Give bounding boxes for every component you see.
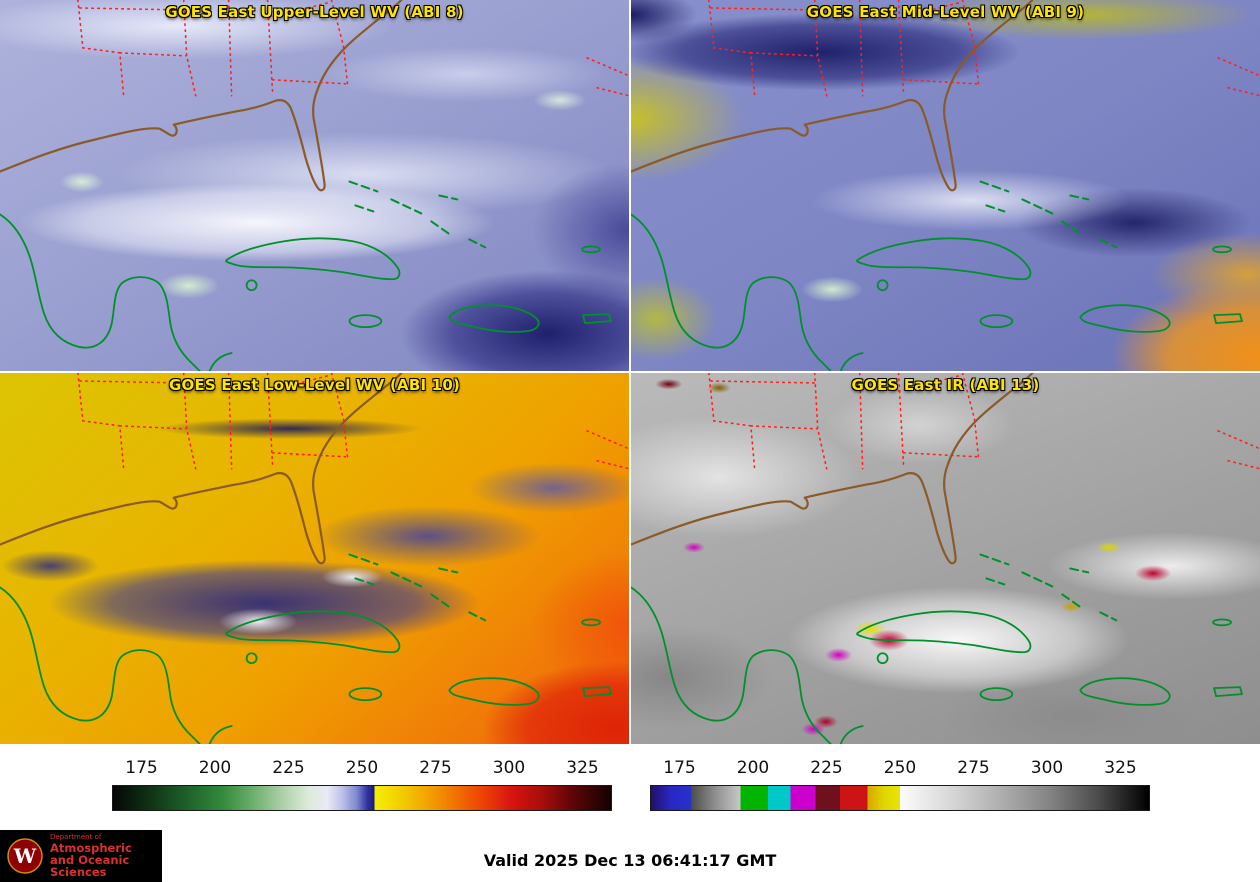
panel-title: GOES East Upper-Level WV (ABI 8): [165, 3, 464, 21]
panel-upper-level-wv: GOES East Upper-Level WV (ABI 8): [0, 0, 629, 371]
ir-colorbar-block: 175 200 225 250 275 300 325: [650, 758, 1150, 811]
ir-colorbar-ticks: 175 200 225 250 275 300 325: [650, 758, 1150, 782]
low-level-wv-imagery: [0, 373, 629, 744]
panel-title: GOES East Low-Level WV (ABI 10): [168, 376, 461, 394]
tick-label: 175: [125, 758, 158, 778]
legend-footer-area: 175 200 225 250 275 300 325 175 200 225 …: [0, 744, 1260, 882]
tick-label: 300: [492, 758, 526, 778]
tick-label: 200: [198, 758, 232, 778]
aos-department-logo: W Department of Atmospheric and Oceanic …: [0, 830, 162, 882]
mid-level-wv-imagery: [631, 0, 1260, 371]
wv-colorbar-ticks: 175 200 225 250 275 300 325: [112, 758, 612, 782]
svg-text:W: W: [13, 844, 37, 868]
panel-title: GOES East IR (ABI 13): [851, 376, 1040, 394]
map-boundaries-overlay: [0, 0, 629, 371]
wv-colorbar: [112, 785, 612, 811]
tick-label: 325: [1104, 758, 1137, 778]
map-boundaries-overlay: [0, 373, 629, 744]
panel-mid-level-wv: GOES East Mid-Level WV (ABI 9): [631, 0, 1260, 371]
tick-label: 250: [883, 758, 917, 778]
tick-label: 275: [957, 758, 990, 778]
tick-label: 275: [419, 758, 452, 778]
wv-colorbar-block: 175 200 225 250 275 300 325: [112, 758, 612, 811]
map-boundaries-overlay: [631, 373, 1260, 744]
colorbar-row: 175 200 225 250 275 300 325 175 200 225 …: [0, 744, 1260, 811]
ir-imagery: [631, 373, 1260, 744]
uw-crest-icon: W: [7, 838, 43, 874]
logo-dept-line: Department of: [50, 833, 102, 842]
tick-label: 200: [736, 758, 770, 778]
tick-label: 325: [566, 758, 599, 778]
logo-name-line-1: Atmospheric: [50, 840, 132, 855]
valid-timestamp: Valid 2025 Dec 13 06:41:17 GMT: [483, 851, 777, 870]
tick-label: 225: [272, 758, 305, 778]
tick-label: 250: [345, 758, 379, 778]
logo-name-line-2: and Oceanic Sciences: [50, 852, 130, 879]
logo-text: Department of Atmospheric and Oceanic Sc…: [50, 833, 157, 879]
panel-title: GOES East Mid-Level WV (ABI 9): [806, 3, 1085, 21]
panel-grid: GOES East Upper-Level WV (ABI 8) GOES Ea…: [0, 0, 1260, 744]
map-boundaries-overlay: [631, 0, 1260, 371]
upper-level-wv-imagery: [0, 0, 629, 371]
tick-label: 225: [810, 758, 843, 778]
tick-label: 300: [1030, 758, 1064, 778]
ir-colorbar: [650, 785, 1150, 811]
panel-ir: GOES East IR (ABI 13): [631, 373, 1260, 744]
tick-label: 175: [663, 758, 696, 778]
panel-low-level-wv: GOES East Low-Level WV (ABI 10): [0, 373, 629, 744]
